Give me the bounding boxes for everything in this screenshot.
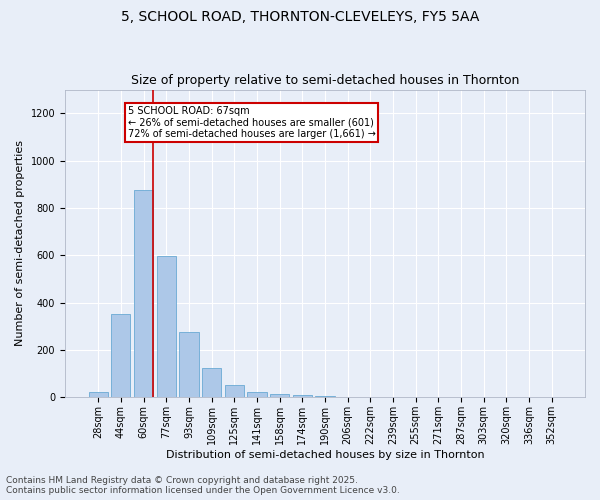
Bar: [202, 368, 221, 398]
Bar: [134, 190, 153, 398]
Text: 5 SCHOOL ROAD: 67sqm
← 26% of semi-detached houses are smaller (601)
72% of semi: 5 SCHOOL ROAD: 67sqm ← 26% of semi-detac…: [128, 106, 376, 140]
Bar: [247, 392, 266, 398]
Bar: [316, 396, 335, 398]
Bar: [293, 395, 312, 398]
X-axis label: Distribution of semi-detached houses by size in Thornton: Distribution of semi-detached houses by …: [166, 450, 484, 460]
Bar: [270, 394, 289, 398]
Text: Contains HM Land Registry data © Crown copyright and database right 2025.
Contai: Contains HM Land Registry data © Crown c…: [6, 476, 400, 495]
Title: Size of property relative to semi-detached houses in Thornton: Size of property relative to semi-detach…: [131, 74, 519, 87]
Bar: [224, 386, 244, 398]
Text: 5, SCHOOL ROAD, THORNTON-CLEVELEYS, FY5 5AA: 5, SCHOOL ROAD, THORNTON-CLEVELEYS, FY5 …: [121, 10, 479, 24]
Bar: [111, 314, 130, 398]
Bar: [89, 392, 108, 398]
Bar: [157, 256, 176, 398]
Bar: [179, 332, 199, 398]
Y-axis label: Number of semi-detached properties: Number of semi-detached properties: [15, 140, 25, 346]
